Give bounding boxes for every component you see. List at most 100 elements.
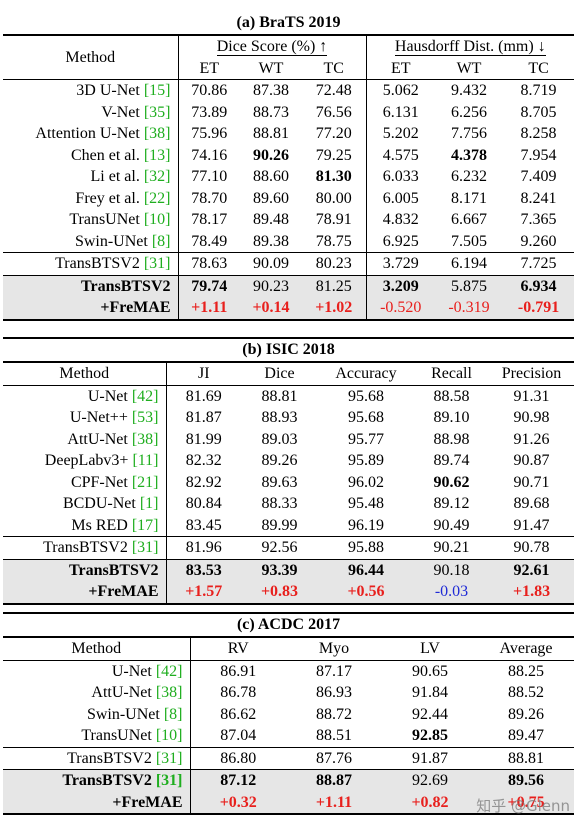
value-cell: +0.82 [382,791,478,815]
citation-link[interactable]: [15] [143,82,171,99]
value-cell: 90.21 [414,536,489,559]
isic-header: Dice [264,365,295,382]
citation-link[interactable]: [8] [151,232,171,250]
value-cell: 6.131 [382,103,419,121]
value-cell: 79.25 [302,144,367,166]
citation-link[interactable]: [38] [155,684,183,701]
ours-row: TransBTSV2 79.74 90.23 81.25 3.209 5.875 6.934 [3,274,575,297]
method-cell: V-Net [35] [3,101,179,123]
method-cell: TransBTSV2 [3,274,179,297]
citation-link[interactable]: [53] [131,409,159,426]
citation-link[interactable]: [38] [143,125,171,142]
method-cell: TransBTSV2 [31] [3,252,179,275]
value-cell: 8.719 [503,79,575,102]
value-cell: 6.005 [382,189,419,207]
table-row: BCDU-Net [1] 80.84 88.33 95.48 89.12 89.68 [3,493,574,515]
method-name: Swin-UNet [74,232,152,250]
value-cell: 96.02 [348,473,384,491]
value-cell: 80.00 [302,187,367,209]
citation-link[interactable]: [1] [139,495,159,512]
citation-link[interactable]: [17] [131,516,159,534]
method-name: TransBTSV2 [55,255,144,272]
value-cell: 90.71 [513,473,550,491]
value-cell: 89.74 [433,452,470,469]
value-cell: -0.520 [366,297,435,321]
value-cell: 95.68 [318,384,414,407]
value-cell: 6.925 [382,232,419,250]
citation-link[interactable]: [38] [131,430,159,448]
citation-link[interactable]: [8] [163,705,183,723]
value-cell: 88.87 [286,769,382,792]
method-cell: TransBTSV2 [31] [3,746,191,770]
value-cell: 78.70 [191,189,228,207]
value-cell: 88.93 [261,409,298,426]
value-cell: 88.33 [261,495,298,512]
citation-link[interactable]: [42] [131,387,159,405]
value-cell: 81.87 [185,409,222,426]
value-cell: 92.69 [382,769,478,792]
value-cell: -0.319 [435,297,503,321]
brats-method-header: Method [3,35,179,80]
acdc-caption: (c) ACDC 2017 [3,612,575,638]
value-cell: +0.14 [240,297,302,321]
value-cell: +1.02 [302,297,367,321]
citation-link[interactable]: [22] [143,189,171,207]
citation-link[interactable]: [13] [143,146,171,164]
value-cell: 88.72 [316,705,352,723]
value-cell: 83.53 [166,558,241,581]
value-cell: 78.49 [191,232,228,250]
value-cell: +0.83 [241,581,318,605]
value-cell: 82.92 [185,473,222,491]
value-cell: 88.52 [508,684,545,701]
method-cell: U-Net [42] [3,659,191,682]
citation-link[interactable]: [35] [143,103,171,121]
value-cell: 81.30 [302,166,367,188]
citation-link[interactable]: [11] [132,452,159,469]
method-cell: TransBTSV2 [31] [3,769,191,792]
citation-link[interactable]: [31] [155,772,183,789]
value-cell: 86.62 [220,705,257,723]
value-cell: 90.65 [382,659,478,682]
value-cell: 6.934 [503,274,575,297]
ours-row: TransBTSV2 83.53 93.39 96.44 90.18 92.61 [3,558,575,581]
delta-row: +FreMAE +0.32 +1.11 +0.82 +0.75 [3,791,575,815]
value-cell: 87.76 [286,746,382,770]
table-row: V-Net [35] 73.89 88.73 76.56 6.131 6.256 8.705 [3,101,574,123]
baseline-row: TransBTSV2 [31] 78.63 90.09 80.23 3.729 6.194… [3,252,575,275]
method-cell: TransUNet [10] [3,209,179,231]
value-cell: 9.260 [520,232,557,250]
value-cell: 81.99 [185,430,222,448]
method-name: U-Net++ [69,409,132,426]
value-cell: 86.78 [220,684,257,701]
table-row: Ms RED [17] 83.45 89.99 96.19 90.49 91.47 [3,514,574,537]
citation-link[interactable]: [31] [143,255,171,272]
isic-method-header: Method [3,362,167,385]
table-row: 3D U-Net [15] 70.86 87.38 72.48 5.062 9.432 8.… [3,79,575,102]
value-cell: 8.258 [520,125,557,142]
citation-link[interactable]: [21] [131,473,159,491]
baseline-row: TransBTSV2 [31] 86.80 87.76 91.87 88.81 [3,746,575,770]
method-name: TransUNet [69,211,144,228]
value-cell: 91.31 [489,384,575,407]
table-row: U-Net [42] 86.91 87.17 90.65 88.25 [3,659,575,682]
method-cell: DeepLabv3+ [11] [3,450,167,472]
isic-header: JI [197,365,210,382]
citation-link[interactable]: [42] [155,662,183,680]
method-cell: Frey et al. [22] [3,187,179,209]
citation-link[interactable]: [10] [155,727,183,744]
method-name: TransBTSV2 [68,561,159,579]
citation-link[interactable]: [32] [143,168,171,185]
table-row: Swin-UNet [8] 86.62 88.72 92.44 89.26 [3,703,574,725]
citation-link[interactable]: [10] [143,211,171,228]
value-cell: 78.91 [302,209,367,231]
method-name: Ms RED [71,516,132,534]
value-cell: 86.80 [190,746,286,770]
method-name: V-Net [101,103,144,121]
value-cell: +0.32 [190,791,286,815]
method-name: +FreMAE [88,583,159,600]
method-cell: Swin-UNet [8] [3,230,179,253]
value-cell: 7.725 [503,252,575,275]
citation-link[interactable]: [31] [155,749,183,767]
value-cell: 7.756 [451,125,487,142]
citation-link[interactable]: [31] [131,539,159,556]
